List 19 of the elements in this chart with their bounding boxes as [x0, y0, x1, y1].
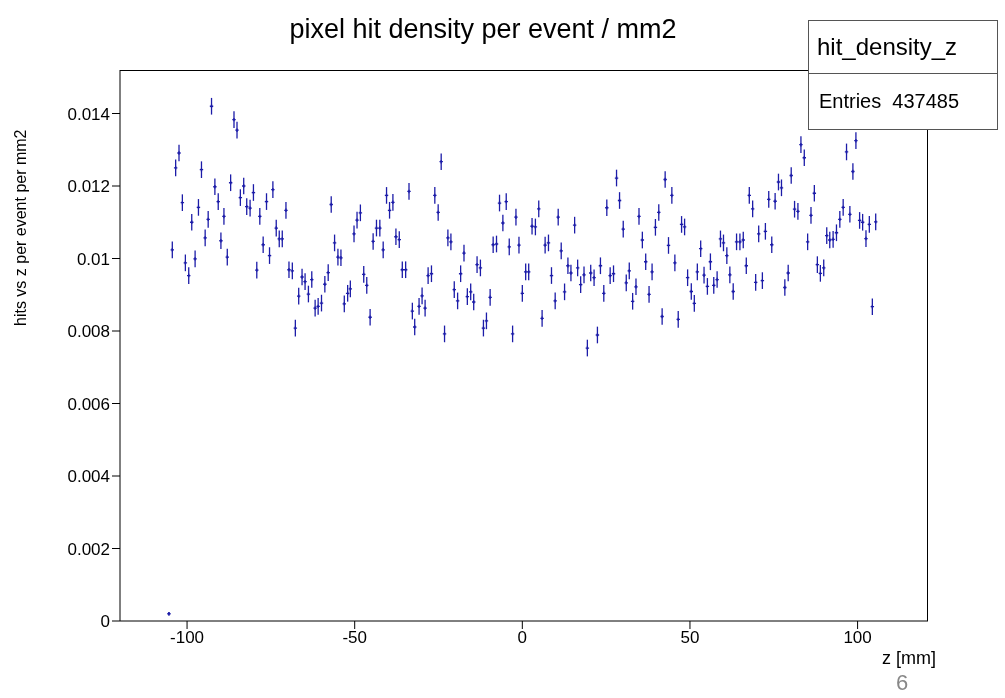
- y-tick-label: 0.01: [76, 249, 110, 269]
- y-tick-label: 0.002: [67, 539, 110, 559]
- text: 6: [896, 670, 909, 696]
- x-tick-label: -50: [342, 628, 367, 648]
- x-tick-label: 0: [517, 628, 528, 648]
- annotation: Entries 437485: [818, 89, 961, 114]
- y-tick-label: 0.012: [67, 177, 110, 197]
- y-tick-label: 0.004: [67, 467, 110, 487]
- x-tick-label: 50: [680, 628, 700, 648]
- y-tick-label: 0: [100, 612, 110, 632]
- y-axis-title: hits vs z per event per mm2: [12, 128, 30, 329]
- y-tick-label: 0.014: [67, 104, 110, 124]
- y-tick-label: 0.008: [67, 322, 110, 342]
- text: hit_density_z: [809, 21, 997, 74]
- x-tick-label: -100: [170, 628, 205, 648]
- y-tick-label: 0.006: [67, 394, 110, 414]
- chart-title: pixel hit density per event / mm2: [289, 14, 677, 44]
- x-tick-label: 100: [843, 628, 872, 648]
- x-axis-title: z [mm]: [882, 648, 936, 669]
